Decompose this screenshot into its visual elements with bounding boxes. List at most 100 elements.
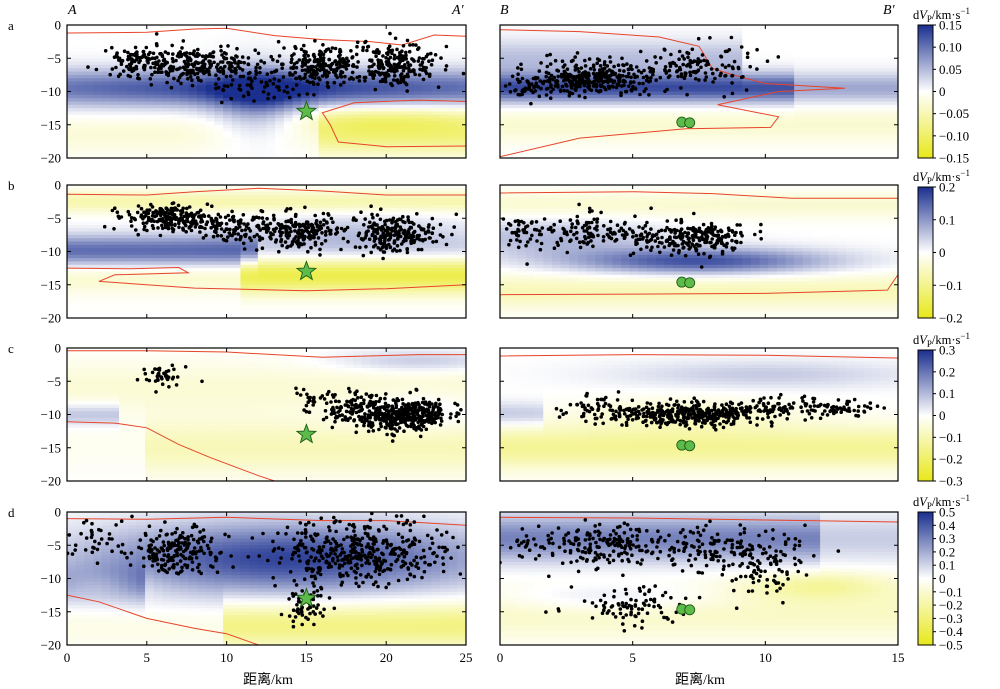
velocity-cell (439, 108, 450, 113)
velocity-cell (127, 291, 137, 296)
velocity-cell (136, 304, 146, 309)
velocity-cell (586, 78, 596, 83)
velocity-cell (638, 61, 648, 66)
velocity-cell (257, 141, 268, 146)
velocity-cell (214, 238, 224, 243)
velocity-cell (396, 98, 406, 103)
velocity-cell (188, 128, 198, 132)
velocity-cell (854, 25, 864, 29)
velocity-cell (655, 48, 665, 53)
velocity-cell (396, 124, 406, 129)
velocity-cell (309, 264, 320, 269)
velocity-cell (880, 111, 890, 116)
velocity-cell (75, 111, 85, 116)
velocity-cell (136, 258, 146, 263)
velocity-cell (101, 91, 111, 96)
velocity-cell (257, 61, 268, 66)
velocity-cell (119, 144, 129, 149)
velocity-cell (413, 61, 424, 66)
velocity-cell (327, 104, 337, 109)
velocity-cell (534, 48, 544, 53)
velocity-cell (214, 71, 224, 76)
velocity-cell (153, 144, 164, 149)
velocity-cell (84, 131, 94, 136)
velocity-cell (551, 124, 562, 129)
velocity-cell (119, 291, 129, 296)
velocity-cell (162, 98, 172, 103)
velocity-cell (811, 114, 821, 119)
velocity-cell (188, 104, 198, 109)
velocity-cell (759, 108, 769, 113)
velocity-cell (266, 188, 276, 193)
velocity-cell (405, 118, 415, 123)
velocity-cell (837, 108, 847, 113)
velocity-cell (67, 54, 77, 59)
velocity-cell (379, 25, 389, 29)
velocity-cell (179, 104, 190, 109)
velocity-cell (344, 244, 354, 249)
velocity-cell (101, 201, 111, 206)
velocity-cell (750, 84, 761, 89)
velocity-cell (67, 111, 77, 116)
velocity-cell (318, 268, 328, 273)
velocity-cell (127, 294, 137, 299)
velocity-cell (93, 261, 103, 266)
velocity-cell (811, 101, 821, 106)
velocity-cell (171, 185, 181, 189)
velocity-cell (84, 51, 94, 56)
velocity-cell (361, 138, 372, 142)
velocity-cell (101, 61, 111, 66)
velocity-cell (534, 138, 544, 142)
velocity-cell (275, 188, 285, 193)
velocity-cell (508, 54, 518, 59)
velocity-cell (707, 88, 717, 93)
velocity-cell (327, 254, 337, 259)
velocity-cell (508, 78, 518, 83)
velocity-cell (162, 308, 172, 312)
velocity-cell (84, 88, 94, 93)
velocity-cell (327, 111, 337, 116)
velocity-cell (560, 34, 570, 39)
velocity-cell (171, 51, 181, 56)
velocity-cell (257, 108, 268, 113)
velocity-cell (508, 51, 518, 56)
velocity-cell (370, 131, 380, 136)
velocity-cell (75, 154, 85, 158)
velocity-cell (214, 38, 224, 43)
velocity-cell (448, 31, 458, 36)
velocity-cell (439, 114, 450, 119)
velocity-cell (127, 304, 137, 309)
velocity-cell (335, 241, 346, 246)
velocity-cell (93, 271, 103, 276)
velocity-cell (673, 28, 683, 33)
velocity-cell (854, 38, 864, 43)
velocity-cell (431, 121, 441, 126)
velocity-cell (171, 231, 181, 236)
velocity-cell (707, 34, 717, 39)
velocity-cell (621, 91, 631, 96)
velocity-cell (205, 281, 216, 286)
velocity-cell (560, 104, 570, 109)
velocity-cell (327, 194, 337, 199)
velocity-cell (162, 301, 172, 306)
velocity-cell (854, 31, 864, 36)
velocity-cell (344, 251, 354, 256)
velocity-cell (171, 294, 181, 299)
velocity-cell (318, 94, 328, 99)
velocity-cell (110, 34, 120, 39)
velocity-cell (101, 191, 111, 196)
velocity-cell (162, 311, 172, 316)
velocity-cell (327, 141, 337, 146)
velocity-cell (820, 134, 830, 139)
velocity-cell (647, 104, 657, 109)
velocity-cell (231, 185, 242, 189)
velocity-cell (214, 118, 224, 123)
velocity-cell (223, 294, 233, 299)
velocity-cell (889, 144, 898, 149)
velocity-cell (318, 104, 328, 109)
velocity-cell (768, 68, 778, 73)
velocity-cell (153, 185, 164, 189)
velocity-cell (101, 124, 111, 129)
velocity-cell (275, 248, 285, 253)
velocity-cell (145, 298, 155, 302)
